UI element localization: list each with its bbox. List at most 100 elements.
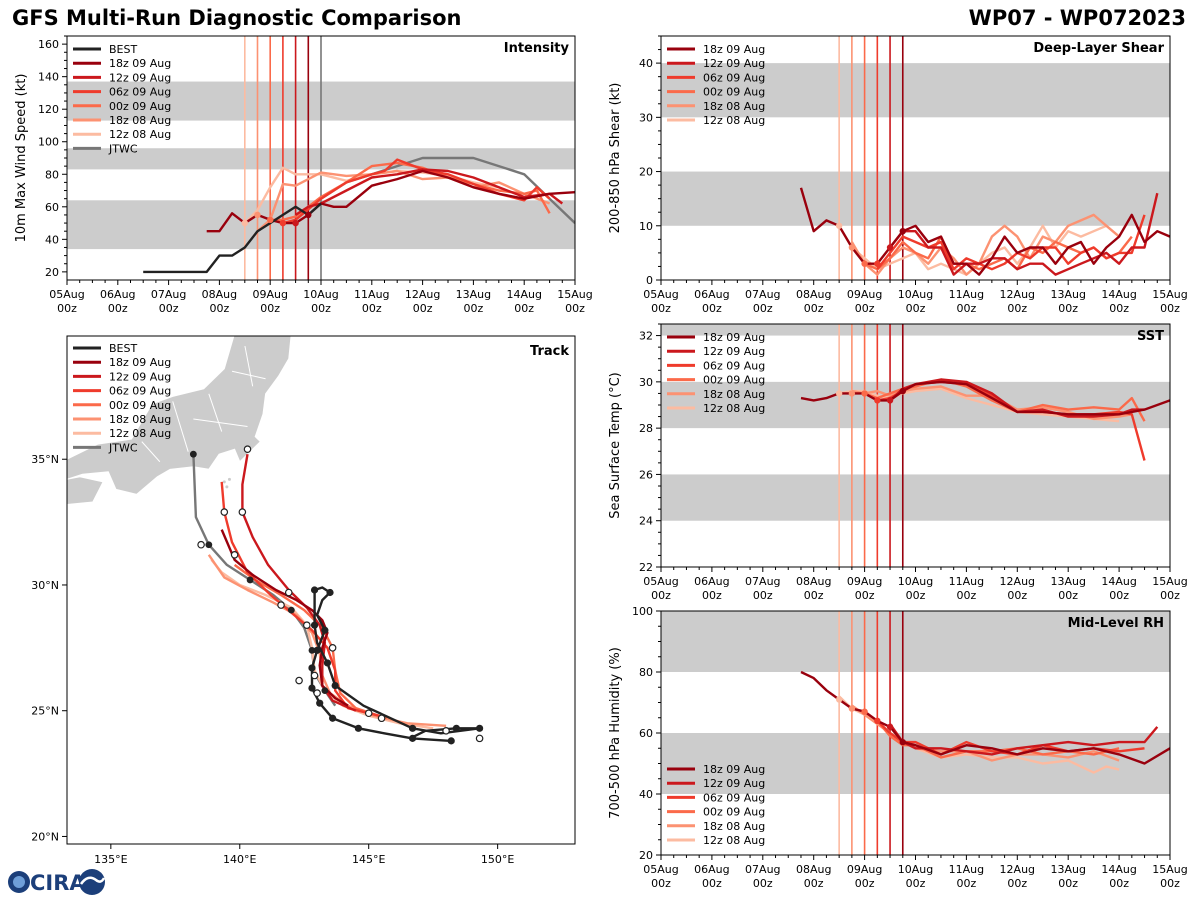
- x-tick-label-hour: 00z: [804, 302, 824, 315]
- land-island: [225, 485, 229, 489]
- x-tick-label-hour: 00z: [651, 302, 671, 315]
- init-point-marker: [305, 211, 312, 219]
- legend-label: 18z 09 Aug: [703, 43, 765, 56]
- legend-label: 00z 09 Aug: [703, 86, 765, 99]
- best-track-marker: [408, 724, 417, 732]
- legend-label: 18z 08 Aug: [703, 388, 765, 401]
- best-track-marker: [308, 664, 316, 672]
- y-tick-label: 32: [639, 330, 653, 343]
- x-tick-label-hour: 00z: [1007, 589, 1027, 602]
- x-tick-label: 10Aug: [898, 288, 933, 301]
- lon-tick-label: 145°E: [352, 853, 385, 866]
- y-tick-label: 40: [639, 57, 653, 70]
- x-tick-label-hour: 00z: [464, 302, 484, 315]
- legend-label: 18z 09 Aug: [703, 763, 765, 776]
- forecast-position-marker: [364, 709, 373, 718]
- series-line-18z-08-Aug: [851, 704, 1120, 762]
- y-tick-label: 100: [632, 605, 653, 618]
- y-tick-label: 20: [45, 266, 59, 279]
- y-tick-label: 28: [639, 422, 653, 435]
- track-line-06z-09-Aug: [220, 481, 380, 717]
- map-contents: [67, 336, 484, 745]
- x-tick-label-hour: 00z: [108, 302, 128, 315]
- x-tick-label: 14Aug: [1101, 288, 1136, 301]
- legend-label: 00z 09 Aug: [109, 399, 171, 412]
- forecast-position-marker: [277, 601, 285, 609]
- y-tick-label: 10: [639, 220, 653, 233]
- logo-wave-icon: [79, 869, 105, 895]
- legend-label: 18z 08 Aug: [703, 100, 765, 113]
- x-tick-label: 09Aug: [847, 288, 882, 301]
- forecast-position-marker: [442, 727, 450, 735]
- x-tick-label-hour: 00z: [957, 589, 977, 602]
- x-tick-label: 06Aug: [694, 288, 729, 301]
- x-tick-label-hour: 00z: [702, 302, 722, 315]
- x-tick-label-hour: 00z: [804, 589, 824, 602]
- legend-label: 12z 09 Aug: [703, 57, 765, 70]
- x-tick-label-hour: 00z: [702, 589, 722, 602]
- land-border: [231, 370, 266, 380]
- x-tick-label-hour: 00z: [855, 302, 875, 315]
- init-point-marker: [899, 228, 906, 235]
- x-tick-label: 08Aug: [796, 288, 831, 301]
- panel-shear: 05Aug00z06Aug00z07Aug00z08Aug00z09Aug00z…: [608, 35, 1188, 315]
- land-border: [141, 441, 161, 463]
- x-tick-label-hour: 00z: [906, 877, 926, 890]
- series-line-06z-09-Aug: [876, 214, 1146, 271]
- land-border: [172, 401, 189, 452]
- x-tick-label-hour: 00z: [753, 589, 773, 602]
- x-tick-label-hour: 00z: [1007, 877, 1027, 890]
- x-tick-label-hour: 00z: [362, 302, 382, 315]
- land-shikoku: [67, 476, 104, 506]
- forecast-position-marker: [313, 689, 321, 697]
- x-tick-label: 05Aug: [49, 288, 84, 301]
- init-point-marker: [886, 723, 894, 731]
- x-tick-label-hour: 00z: [855, 877, 875, 890]
- forecast-position-marker: [377, 714, 386, 723]
- y-tick-label: 26: [639, 468, 653, 481]
- legend-label: 00z 09 Aug: [703, 374, 765, 387]
- track-line-18z-09-Aug: [220, 529, 349, 707]
- init-point-marker: [861, 390, 868, 397]
- init-point-marker: [886, 244, 894, 251]
- x-tick-label: 11Aug: [949, 288, 984, 301]
- series-line-BEST: [143, 202, 322, 274]
- x-tick-label: 15Aug: [1152, 575, 1187, 588]
- x-tick-label-hour: 00z: [1109, 302, 1129, 315]
- best-track-marker: [331, 681, 339, 690]
- y-tick-label: 30: [639, 376, 653, 389]
- y-tick-label: 140: [38, 71, 59, 84]
- land-japan: [67, 336, 292, 495]
- storm-id-title: WP07 - WP072023: [968, 6, 1186, 30]
- land-island: [227, 477, 231, 481]
- series-line-12z-09-Aug: [889, 192, 1159, 276]
- series-line-12z-09-Aug: [889, 723, 1159, 756]
- init-point-marker: [848, 244, 856, 251]
- legend-label: 06z 09 Aug: [109, 385, 171, 398]
- legend-label: 18z 09 Aug: [109, 356, 171, 369]
- x-tick-label-hour: 00z: [1160, 302, 1180, 315]
- y-tick-label: 40: [639, 788, 653, 801]
- y-tick-label: 0: [646, 274, 653, 287]
- shaded-band: [661, 171, 1170, 226]
- init-point-marker: [279, 219, 287, 227]
- plot-contents: [661, 611, 1170, 855]
- best-track-marker: [310, 621, 319, 629]
- forecast-position-marker: [197, 540, 205, 549]
- legend-label: 12z 08 Aug: [109, 427, 171, 440]
- track-line-00z-09-Aug: [233, 563, 388, 720]
- land-border: [208, 393, 223, 432]
- jtwc-marker: [189, 450, 197, 458]
- best-track-marker: [452, 724, 460, 732]
- x-tick-label-hour: 00z: [906, 302, 926, 315]
- x-tick-label-hour: 00z: [1058, 877, 1078, 890]
- init-point-marker: [835, 696, 843, 703]
- y-tick-label: 22: [639, 561, 653, 574]
- forecast-position-marker: [303, 621, 311, 630]
- x-tick-label-hour: 00z: [57, 302, 77, 315]
- init-point-marker: [861, 260, 868, 267]
